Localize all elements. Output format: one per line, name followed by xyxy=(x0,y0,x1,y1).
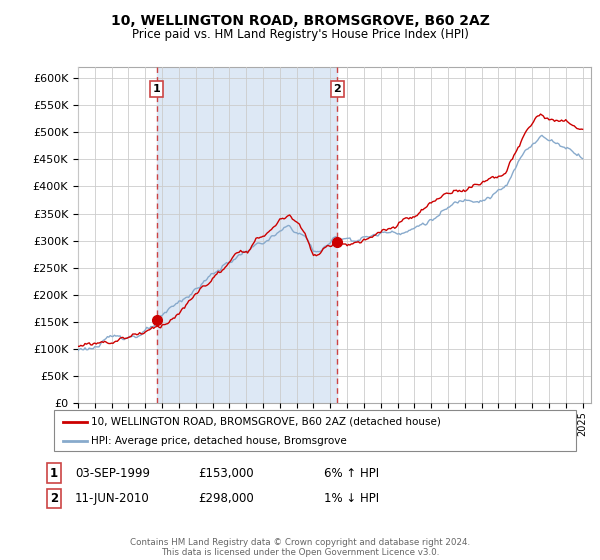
Text: 1: 1 xyxy=(152,84,160,94)
Text: 03-SEP-1999: 03-SEP-1999 xyxy=(75,466,150,480)
Text: £153,000: £153,000 xyxy=(198,466,254,480)
Text: 10, WELLINGTON ROAD, BROMSGROVE, B60 2AZ: 10, WELLINGTON ROAD, BROMSGROVE, B60 2AZ xyxy=(110,14,490,28)
Text: Price paid vs. HM Land Registry's House Price Index (HPI): Price paid vs. HM Land Registry's House … xyxy=(131,28,469,41)
Text: £298,000: £298,000 xyxy=(198,492,254,505)
Text: HPI: Average price, detached house, Bromsgrove: HPI: Average price, detached house, Brom… xyxy=(91,436,347,446)
Text: 11-JUN-2010: 11-JUN-2010 xyxy=(75,492,150,505)
Text: Contains HM Land Registry data © Crown copyright and database right 2024.
This d: Contains HM Land Registry data © Crown c… xyxy=(130,538,470,557)
Text: 2: 2 xyxy=(334,84,341,94)
Bar xyxy=(157,67,337,403)
Text: 6% ↑ HPI: 6% ↑ HPI xyxy=(324,466,379,480)
Text: 10, WELLINGTON ROAD, BROMSGROVE, B60 2AZ (detached house): 10, WELLINGTON ROAD, BROMSGROVE, B60 2AZ… xyxy=(91,417,441,427)
Text: 1% ↓ HPI: 1% ↓ HPI xyxy=(324,492,379,505)
Text: 1: 1 xyxy=(50,466,58,480)
Text: 2: 2 xyxy=(50,492,58,505)
